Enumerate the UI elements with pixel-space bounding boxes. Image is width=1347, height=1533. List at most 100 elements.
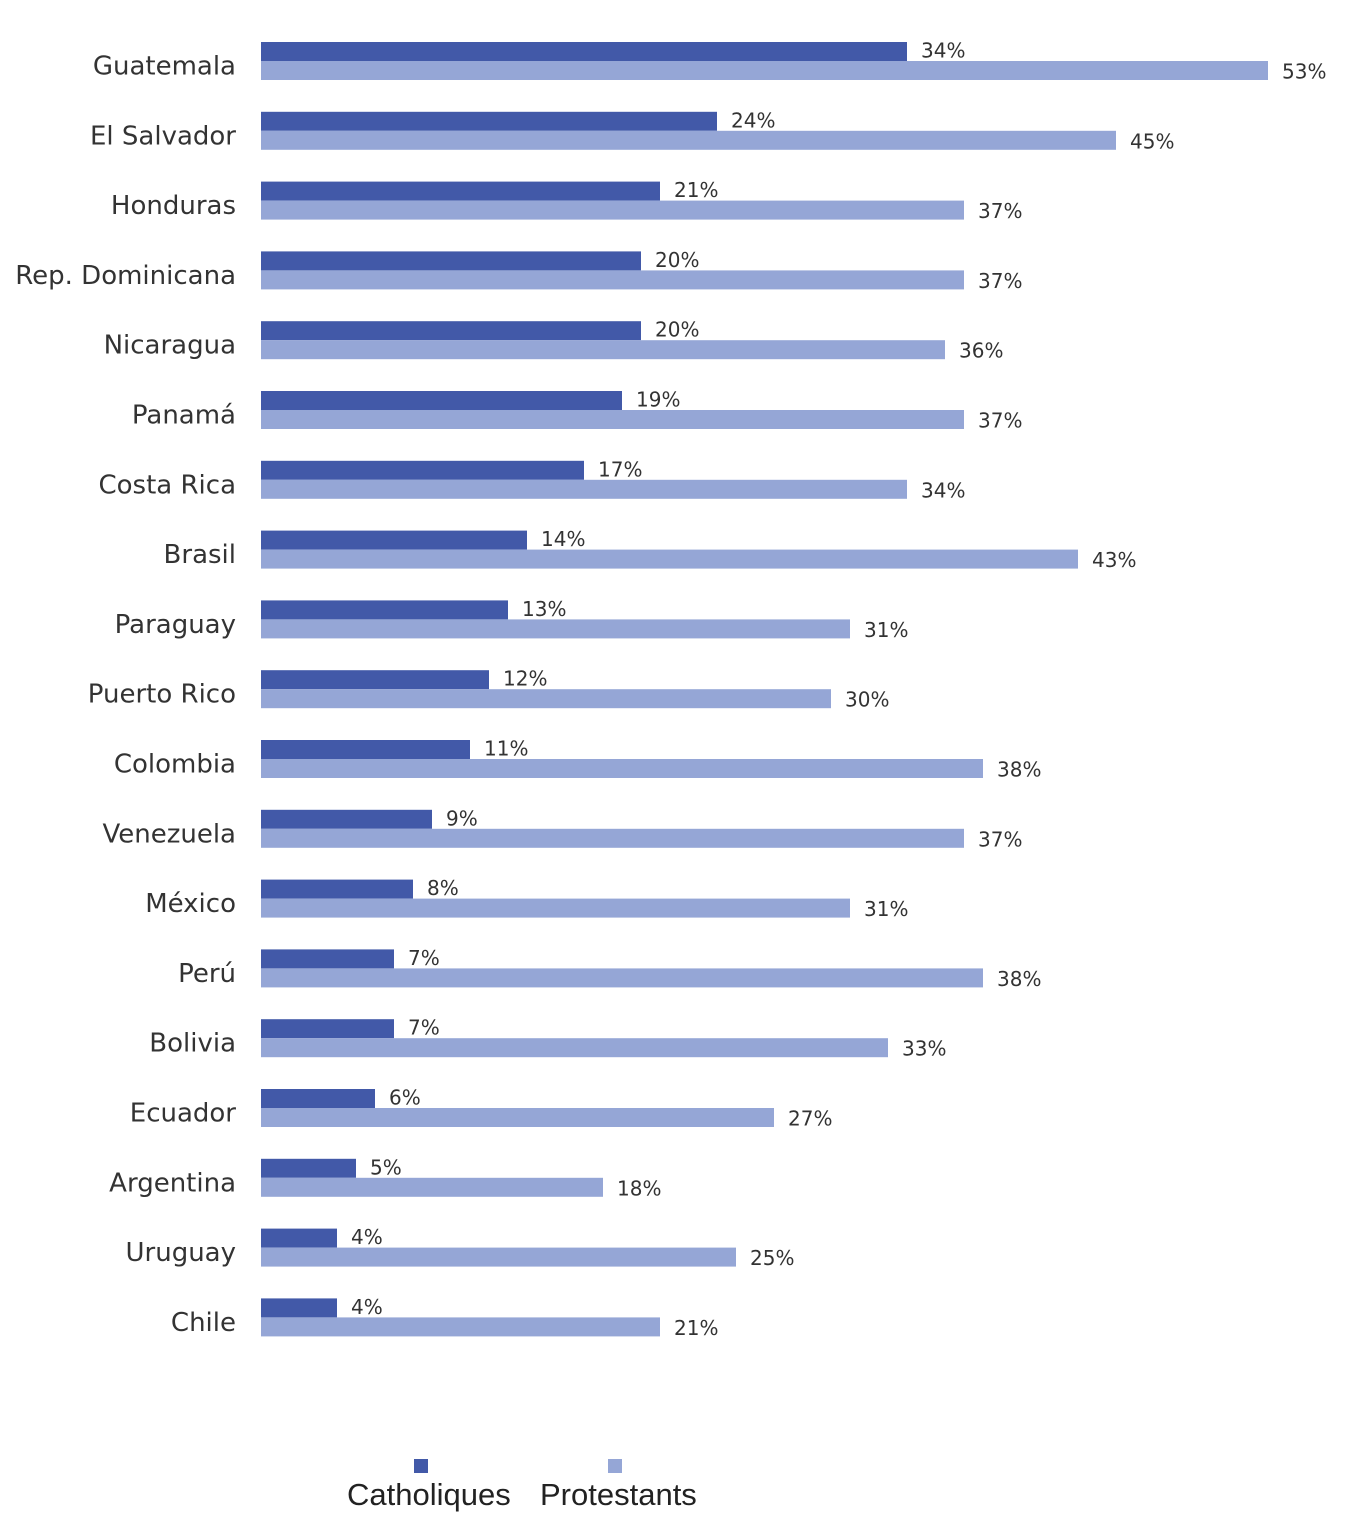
bar-catholiques-panama bbox=[261, 391, 622, 410]
value-label-catholiques-nicaragua: 20% bbox=[655, 318, 699, 342]
bar-catholiques-puerto-rico bbox=[261, 670, 489, 690]
bars-group: Guatemala 34% 53% El Salvador 24% 45% Honduras… bbox=[15, 39, 1326, 1340]
value-label-catholiques-venezuela: 9% bbox=[446, 806, 478, 830]
value-label-catholiques-chile: 4% bbox=[351, 1295, 383, 1319]
country-label-rep-dominicana: Rep. Dominicana bbox=[15, 261, 236, 291]
bar-protestants-mexico bbox=[261, 898, 850, 918]
value-label-protestants-guatemala: 53% bbox=[1282, 60, 1326, 84]
value-label-protestants-chile: 21% bbox=[674, 1316, 718, 1340]
country-label-mexico: México bbox=[145, 889, 236, 919]
bar-protestants-bolivia bbox=[261, 1038, 888, 1058]
bar-catholiques-costa-rica bbox=[261, 460, 584, 480]
country-label-venezuela: Venezuela bbox=[102, 819, 236, 849]
country-label-panama: Panamá bbox=[132, 401, 236, 431]
bar-catholiques-brasil bbox=[261, 530, 527, 550]
value-label-catholiques-rep-dominicana: 20% bbox=[655, 248, 699, 272]
value-label-protestants-rep-dominicana: 37% bbox=[978, 269, 1022, 293]
bar-catholiques-el-salvador bbox=[261, 111, 717, 131]
value-label-catholiques-brasil: 14% bbox=[541, 527, 585, 551]
bar-catholiques-mexico bbox=[261, 879, 413, 899]
value-label-protestants-panama: 37% bbox=[978, 409, 1022, 433]
value-label-protestants-brasil: 43% bbox=[1092, 548, 1136, 572]
bar-protestants-honduras bbox=[261, 200, 964, 220]
bar-catholiques-chile bbox=[261, 1298, 337, 1318]
value-label-protestants-uruguay: 25% bbox=[750, 1246, 794, 1270]
value-label-catholiques-argentina: 5% bbox=[370, 1155, 402, 1179]
value-label-protestants-ecuador: 27% bbox=[788, 1107, 832, 1131]
bar-catholiques-peru bbox=[261, 949, 394, 969]
bar-protestants-panama bbox=[261, 410, 964, 429]
country-label-el-salvador: El Salvador bbox=[90, 121, 236, 151]
bar-catholiques-ecuador bbox=[261, 1089, 375, 1108]
country-label-chile: Chile bbox=[171, 1308, 236, 1338]
bar-protestants-brasil bbox=[261, 549, 1078, 569]
value-label-catholiques-bolivia: 7% bbox=[408, 1016, 440, 1040]
bar-catholiques-paraguay bbox=[261, 600, 508, 620]
country-label-costa-rica: Costa Rica bbox=[98, 470, 236, 500]
value-label-catholiques-puerto-rico: 12% bbox=[503, 667, 547, 691]
value-label-catholiques-peru: 7% bbox=[408, 946, 440, 970]
value-label-protestants-honduras: 37% bbox=[978, 199, 1022, 223]
value-label-protestants-venezuela: 37% bbox=[978, 827, 1022, 851]
bar-catholiques-colombia bbox=[261, 740, 470, 759]
country-label-nicaragua: Nicaragua bbox=[104, 331, 236, 361]
bar-protestants-guatemala bbox=[261, 61, 1268, 80]
value-label-protestants-argentina: 18% bbox=[617, 1176, 661, 1200]
country-label-argentina: Argentina bbox=[109, 1168, 236, 1198]
value-label-catholiques-paraguay: 13% bbox=[522, 597, 566, 621]
value-label-protestants-costa-rica: 34% bbox=[921, 478, 965, 502]
country-label-guatemala: Guatemala bbox=[93, 52, 236, 82]
legend-swatch-protestants bbox=[608, 1459, 622, 1473]
legend-swatch-catholiques bbox=[414, 1459, 428, 1473]
bar-protestants-rep-dominicana bbox=[261, 270, 964, 290]
bar-catholiques-venezuela bbox=[261, 809, 432, 829]
value-label-catholiques-mexico: 8% bbox=[427, 876, 459, 900]
value-label-catholiques-costa-rica: 17% bbox=[598, 457, 642, 481]
country-label-colombia: Colombia bbox=[114, 750, 236, 780]
value-label-protestants-bolivia: 33% bbox=[902, 1037, 946, 1061]
legend-label-catholiques: Catholiques bbox=[347, 1477, 511, 1512]
bar-protestants-argentina bbox=[261, 1177, 603, 1197]
bar-protestants-ecuador bbox=[261, 1108, 774, 1127]
country-label-ecuador: Ecuador bbox=[130, 1099, 237, 1129]
bar-catholiques-uruguay bbox=[261, 1228, 337, 1248]
country-label-peru: Perú bbox=[178, 959, 236, 989]
legend-label-protestants: Protestants bbox=[540, 1477, 697, 1512]
bar-catholiques-guatemala bbox=[261, 42, 907, 61]
value-label-protestants-paraguay: 31% bbox=[864, 618, 908, 642]
country-label-brasil: Brasil bbox=[164, 540, 236, 570]
value-label-protestants-peru: 38% bbox=[997, 967, 1041, 991]
country-label-puerto-rico: Puerto Rico bbox=[88, 680, 236, 710]
bar-protestants-peru bbox=[261, 968, 983, 988]
value-label-catholiques-ecuador: 6% bbox=[389, 1086, 421, 1110]
value-label-catholiques-uruguay: 4% bbox=[351, 1225, 383, 1249]
country-label-bolivia: Bolivia bbox=[149, 1029, 236, 1059]
value-label-catholiques-honduras: 21% bbox=[674, 178, 718, 202]
country-label-honduras: Honduras bbox=[111, 191, 236, 221]
legend: Catholiques Protestants bbox=[347, 1459, 697, 1512]
bar-protestants-venezuela bbox=[261, 828, 964, 848]
bar-catholiques-argentina bbox=[261, 1158, 356, 1178]
bar-catholiques-bolivia bbox=[261, 1019, 394, 1039]
value-label-protestants-puerto-rico: 30% bbox=[845, 688, 889, 712]
value-label-protestants-nicaragua: 36% bbox=[959, 339, 1003, 363]
value-label-protestants-colombia: 38% bbox=[997, 758, 1041, 782]
bar-protestants-colombia bbox=[261, 759, 983, 778]
bar-protestants-el-salvador bbox=[261, 130, 1116, 150]
bar-protestants-uruguay bbox=[261, 1247, 736, 1267]
value-label-protestants-el-salvador: 45% bbox=[1130, 129, 1174, 153]
bar-protestants-puerto-rico bbox=[261, 689, 831, 709]
country-label-uruguay: Uruguay bbox=[126, 1238, 237, 1268]
bar-catholiques-honduras bbox=[261, 181, 660, 201]
country-label-paraguay: Paraguay bbox=[115, 610, 236, 640]
value-label-catholiques-colombia: 11% bbox=[484, 737, 528, 761]
bar-protestants-costa-rica bbox=[261, 479, 907, 499]
value-label-catholiques-panama: 19% bbox=[636, 388, 680, 412]
value-label-catholiques-el-salvador: 24% bbox=[731, 108, 775, 132]
bar-protestants-chile bbox=[261, 1317, 660, 1337]
bar-protestants-nicaragua bbox=[261, 340, 945, 360]
bar-catholiques-nicaragua bbox=[261, 321, 641, 341]
bar-protestants-paraguay bbox=[261, 619, 850, 639]
bar-catholiques-rep-dominicana bbox=[261, 251, 641, 271]
